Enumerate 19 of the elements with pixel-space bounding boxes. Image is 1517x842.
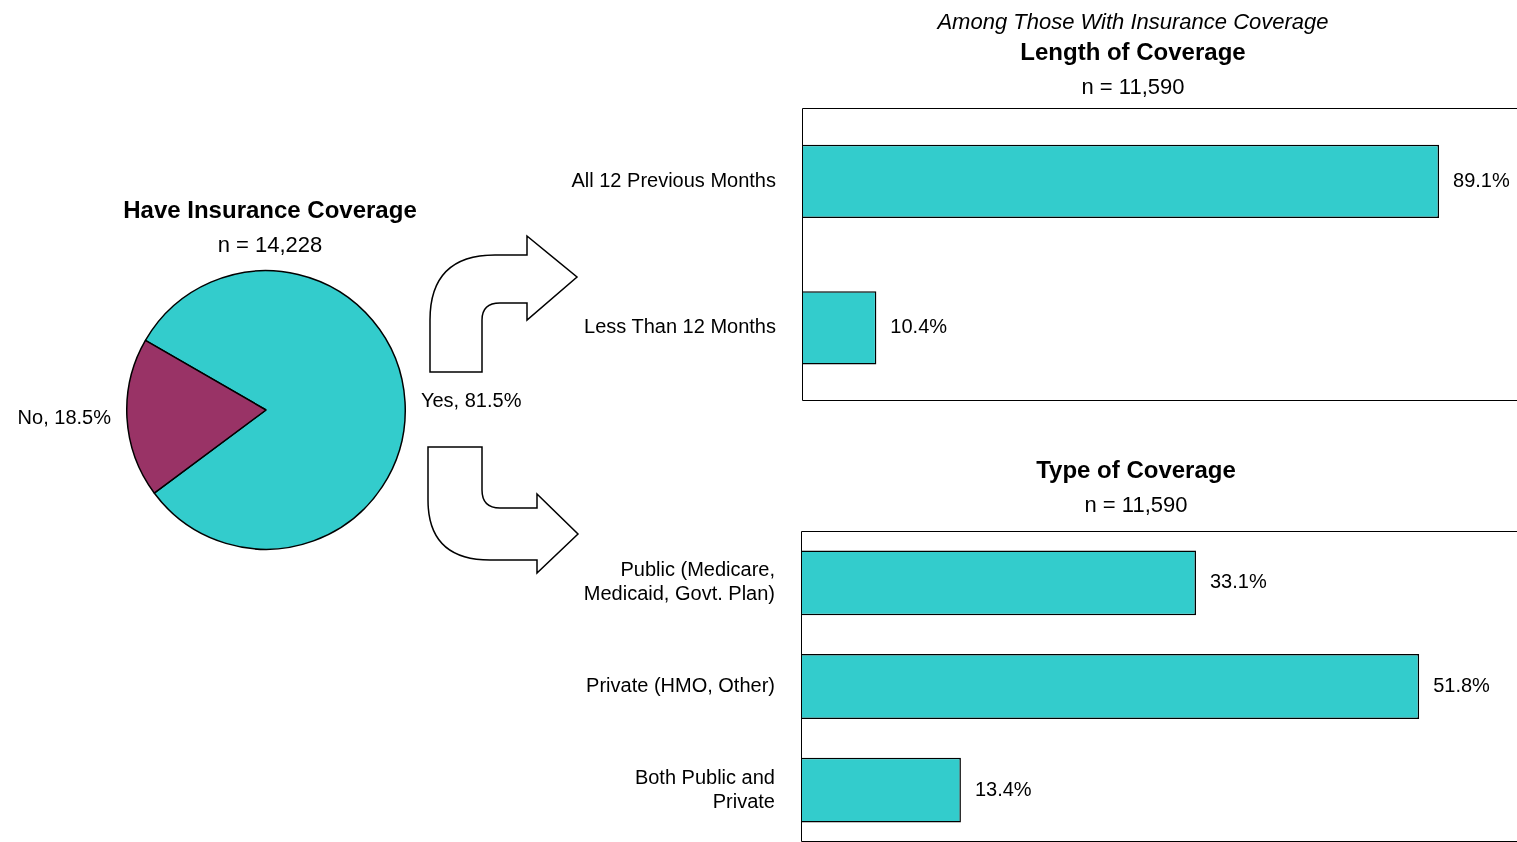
slice-label: Yes, 81.5% [420,388,522,411]
y-tick-label: Both Public and Private [634,765,775,812]
data-label: 89.1% [1453,168,1510,191]
chart-title: Type of Coverage [1035,455,1237,485]
slice-label: No, 18.5% [17,406,112,429]
data-label: 33.1% [1209,570,1267,593]
y-tick-label: All 12 Previous Months [571,168,776,191]
chart-subtitle: n = 11,590 [1080,73,1186,101]
data-label: 51.8% [1433,674,1491,697]
chart-title: Have Insurance Coverage [122,195,418,225]
chart-subtitle: n = 11,590 [1083,491,1189,519]
chart-title: Length of Coverage [1019,37,1247,67]
y-tick-label: Less Than 12 Months [584,315,776,338]
y-tick-label: Private (HMO, Other) [586,674,775,697]
text: Among Those With Insurance Coverage [935,8,1330,36]
data-label: 13.4% [974,777,1032,800]
chart-subtitle: n = 14,228 [216,231,324,259]
y-tick-label: Public (Medicare, Medicaid, Govt. Plan) [583,558,775,605]
data-label: 10.4% [890,315,948,338]
